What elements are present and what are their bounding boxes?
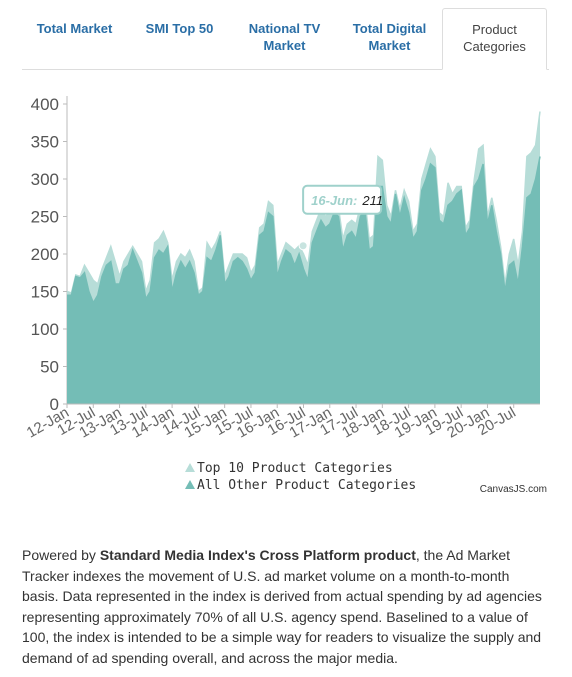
y-tick-label: 250 <box>31 208 59 227</box>
desc-prefix: Powered by <box>22 547 96 563</box>
area-line <box>67 156 541 305</box>
tooltip-marker <box>298 241 308 251</box>
legend-marker <box>185 480 195 489</box>
y-tick-label: 200 <box>31 245 59 264</box>
y-tick-label: 50 <box>40 358 59 377</box>
legend-marker <box>185 463 195 472</box>
tab[interactable]: Total Market <box>36 21 113 36</box>
area-line <box>66 111 541 295</box>
y-tick-label: 100 <box>31 320 59 339</box>
y-tick-label: 0 <box>50 395 59 414</box>
legend-label: Top 10 Product Categories <box>197 461 393 476</box>
tooltip-label: 16-Jun: <box>311 193 357 208</box>
chart: 05010015020025030035040012-Jan12-Jul13-J… <box>24 95 547 495</box>
tab[interactable]: Total Digital Market <box>352 21 427 53</box>
credit: CanvasJS.com <box>480 484 547 495</box>
tooltip-box <box>302 184 383 215</box>
tab-active[interactable]: Product Categories <box>442 8 547 70</box>
tab[interactable]: National TV Market <box>248 21 321 53</box>
tooltip-value: 211 <box>361 193 383 208</box>
legend-label: All Other Product Categories <box>197 478 416 493</box>
desc-text: , the Ad Market Tracker indexes the move… <box>22 547 542 666</box>
y-tick-label: 300 <box>31 170 59 189</box>
tab[interactable]: SMI Top 50 <box>145 21 214 36</box>
area <box>67 156 540 404</box>
tooltip-text: 16-Jun: 211 <box>311 193 383 208</box>
description: Powered by Standard Media Index's Cross … <box>22 545 549 668</box>
desc-bold: Standard Media Index's Cross Platform pr… <box>99 547 416 563</box>
y-tick-label: 400 <box>31 95 59 114</box>
y-tick-label: 350 <box>31 133 59 152</box>
y-tick-label: 150 <box>31 283 59 302</box>
tab-bar: Total Market SMI Top 50 National TV Mark… <box>22 8 549 70</box>
